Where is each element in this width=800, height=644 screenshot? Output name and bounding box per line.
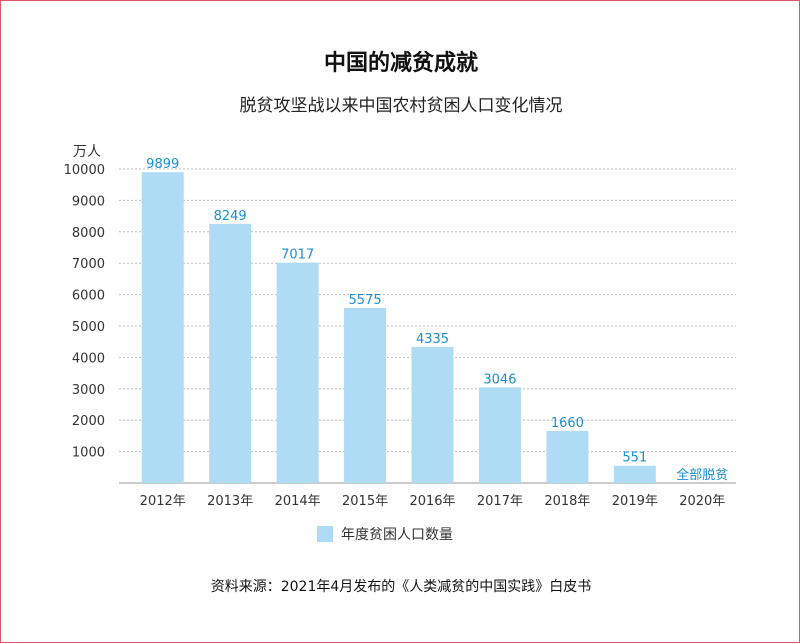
data-label: 3046 xyxy=(483,372,516,387)
x-tick-label: 2018年 xyxy=(544,494,590,509)
y-tick-label: 5000 xyxy=(72,320,105,335)
x-tick-label: 2014年 xyxy=(275,494,321,509)
bar xyxy=(478,387,521,483)
y-tick-label: 2000 xyxy=(72,414,105,429)
bar xyxy=(209,223,252,484)
data-label: 8249 xyxy=(214,209,247,224)
y-tick-label: 10000 xyxy=(64,163,105,178)
data-label: 全部脱贫 xyxy=(676,467,728,483)
chart-subtitle: 脱贫攻坚战以来中国农村贫困人口变化情况 xyxy=(239,96,563,116)
bar xyxy=(613,465,656,483)
y-tick-label: 7000 xyxy=(72,257,105,272)
y-axis-unit-label: 万人 xyxy=(73,144,101,160)
data-label: 551 xyxy=(622,451,647,466)
bar xyxy=(344,307,387,483)
data-label: 4335 xyxy=(416,332,449,347)
y-tick-label: 8000 xyxy=(72,226,105,241)
legend: 年度贫困人口数量 xyxy=(317,524,453,544)
data-label: 9899 xyxy=(146,157,179,172)
y-tick-label: 4000 xyxy=(72,351,105,366)
y-tick-label: 6000 xyxy=(72,289,105,304)
x-tick-label: 2017年 xyxy=(477,494,523,509)
source-note: 资料来源：2021年4月发布的《人类减贫的中国实践》白皮书 xyxy=(210,579,592,595)
x-tick-label: 2016年 xyxy=(409,494,455,509)
x-tick-label: 2012年 xyxy=(140,494,186,509)
bar xyxy=(546,430,589,483)
y-tick-label: 3000 xyxy=(72,383,105,398)
legend-swatch xyxy=(317,526,333,542)
x-tick-label: 2015年 xyxy=(342,494,388,509)
y-tick-label: 9000 xyxy=(72,194,105,209)
data-label: 7017 xyxy=(281,248,314,263)
chart-title: 中国的减贫成就 xyxy=(323,51,478,76)
bar xyxy=(411,346,454,483)
x-tick-label: 2020年 xyxy=(679,494,725,509)
x-tick-label: 2013年 xyxy=(207,494,253,509)
y-tick-label: 1000 xyxy=(72,446,105,461)
x-tick-label: 2019年 xyxy=(612,494,658,509)
legend-label: 年度贫困人口数量 xyxy=(341,527,453,543)
data-label: 1660 xyxy=(551,416,584,431)
bar xyxy=(141,172,184,484)
bar xyxy=(276,262,319,483)
data-label: 5575 xyxy=(349,293,382,308)
